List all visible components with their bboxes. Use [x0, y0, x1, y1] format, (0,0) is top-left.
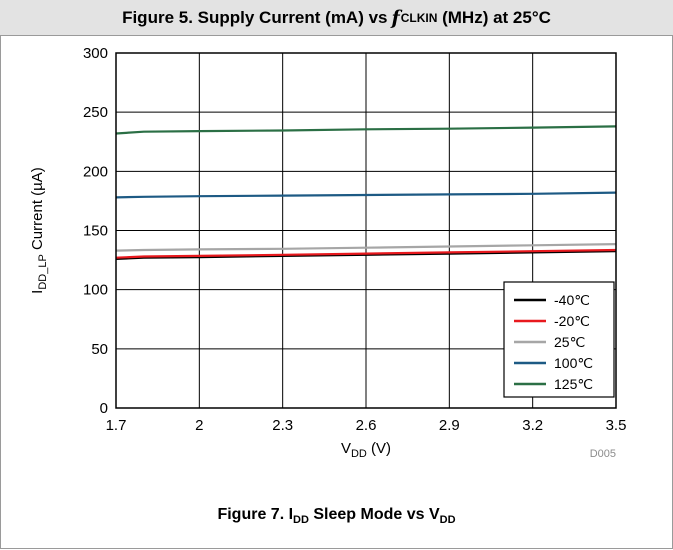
- title-post: (MHz) at 25°C: [442, 7, 551, 27]
- x-tick-label: 2.3: [272, 417, 293, 434]
- y-tick-label: 300: [83, 45, 108, 62]
- legend-label-0: -40℃: [554, 292, 590, 308]
- caption-sub2: DD: [439, 514, 456, 527]
- y-tick-label: 200: [83, 163, 108, 180]
- caption-sub1: DD: [293, 514, 309, 527]
- grid-lines: [115, 52, 617, 409]
- x-tick-labels: 1.7 2 2.3 2.6 2.9 3.2 3.5: [106, 417, 627, 434]
- series-line-3: [115, 191, 617, 199]
- x-tick-label: 1.7: [106, 417, 127, 434]
- caption-pre: Figure 7. I: [217, 506, 294, 523]
- y-axis-label: IDD_LP Current (µA): [29, 167, 49, 294]
- series-line-2: [115, 243, 617, 252]
- legend-label-2: 25℃: [554, 334, 585, 350]
- series-line-1: [115, 248, 617, 259]
- legend-label-4: 125℃: [554, 376, 593, 392]
- y-tick-label: 0: [100, 400, 108, 417]
- series-lines: [115, 125, 617, 260]
- x-tick-label: 2.9: [439, 417, 460, 434]
- y-tick-label: 150: [83, 223, 108, 240]
- title-pre: Figure 5. Supply Current (mA) vs: [122, 7, 388, 27]
- x-axis-label: VDD (V): [341, 440, 391, 460]
- x-tick-label: 3.2: [522, 417, 543, 434]
- y-tick-label: 50: [91, 341, 108, 358]
- series-line-0: [115, 250, 617, 260]
- title-subscript: CLKIN: [400, 10, 438, 25]
- legend-label-1: -20℃: [554, 313, 590, 329]
- figure-7-caption: Figure 7. IDD Sleep Mode vs VDD: [0, 506, 673, 526]
- title-f-symbol: f: [391, 6, 400, 29]
- y-tick-label: 100: [83, 282, 108, 299]
- x-tick-label: 2: [195, 417, 203, 434]
- caption-mid: Sleep Mode vs V: [308, 506, 440, 523]
- series-line-4: [115, 125, 617, 135]
- plot-area-border: [115, 52, 617, 409]
- legend-label-3: 100℃: [554, 355, 593, 371]
- x-tick-label: 3.5: [606, 417, 627, 434]
- legend: -40℃ -20℃ 25℃ 100℃ 125℃: [503, 281, 615, 398]
- supply-current-chart: 1.7 2 2.3 2.6 2.9 3.2 3.5 0 50 100 150 200 250 300 V…: [29, 45, 627, 460]
- y-tick-labels: 0 50 100 150 200 250 300: [83, 45, 108, 417]
- x-tick-label: 2.6: [356, 417, 377, 434]
- y-tick-label: 250: [83, 104, 108, 121]
- figure-code: D005: [590, 448, 616, 460]
- figure-5-title-banner: Figure 5. Supply Current (mA) vs f CLKIN …: [0, 0, 673, 36]
